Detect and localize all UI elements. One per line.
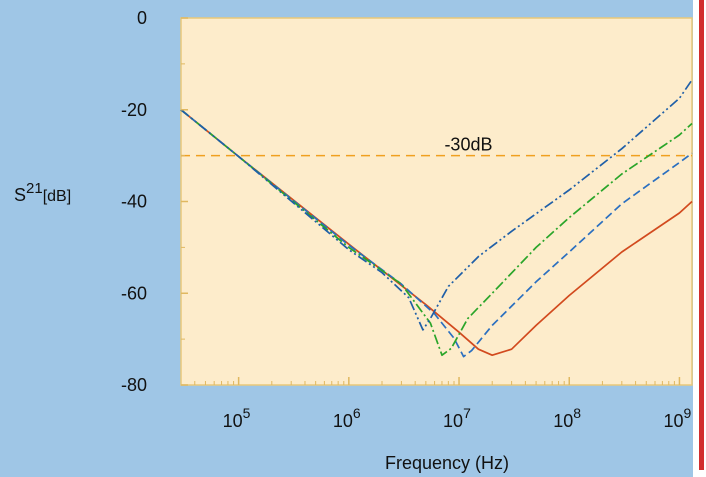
x-tick-label: 109: [663, 405, 691, 431]
series-line-4: [180, 79, 693, 331]
red-border-line: [699, 0, 704, 470]
x-tick-label: 107: [443, 405, 471, 431]
y-axis-title-base: S: [14, 185, 26, 205]
plot-area: [180, 17, 693, 386]
x-tick-label: 105: [223, 405, 251, 431]
y-tick-label: -60: [121, 283, 147, 303]
y-axis-title: S21[dB]: [14, 180, 71, 205]
y-axis-title-unit: [dB]: [43, 188, 71, 205]
series-line-3: [180, 109, 693, 357]
series-line-1: [180, 109, 693, 357]
y-tick-label: -20: [121, 100, 147, 120]
x-tick-label: 108: [553, 405, 581, 431]
reference-line-label: -30dB: [444, 135, 492, 155]
y-axis-title-sup: 21: [26, 180, 43, 197]
y-tick-label: -80: [121, 375, 147, 395]
y-tick-label: -40: [121, 192, 147, 212]
x-tick-label: 106: [333, 405, 361, 431]
y-tick-label: 0: [137, 8, 147, 28]
x-axis-title: Frequency (Hz): [385, 453, 509, 473]
